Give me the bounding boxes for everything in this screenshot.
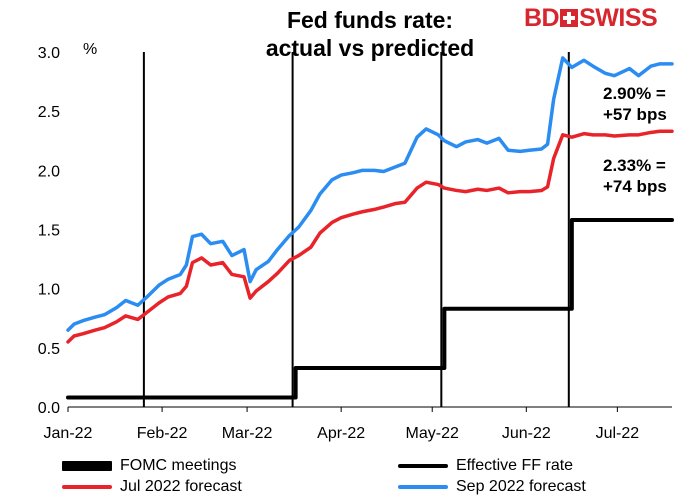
annotation-jul-line-2: +74 bps <box>603 177 667 196</box>
legend-swatch-jul <box>62 485 112 489</box>
annotation-jul-forecast: 2.33% = +74 bps <box>603 155 667 197</box>
legend-label-effective: Effective FF rate <box>456 457 574 474</box>
annotation-sep-forecast: 2.90% = +57 bps <box>603 83 667 125</box>
y-tick-label: 3.0 <box>38 45 60 62</box>
swiss-cross-icon <box>560 9 579 27</box>
x-tick-label: Jan-22 <box>44 425 93 442</box>
y-tick-label: 1.0 <box>38 282 60 299</box>
x-tick-label: Apr-22 <box>317 425 365 442</box>
chart-plot: 0.0 0.5 1.0 1.5 2.0 2.5 3.0 % Jan-22 Feb-22 Mar-22… <box>38 41 674 442</box>
annotation-sep-line-1: 2.90% = <box>603 84 666 103</box>
x-tick-label: Feb-22 <box>137 425 188 442</box>
series-line-jul-2022-forecast <box>66 129 674 344</box>
chart-title: Fed funds rate: actual vs predicted <box>225 6 515 62</box>
legend-swatch-fomc <box>62 461 112 471</box>
x-tick-label: Jul-22 <box>596 425 640 442</box>
series-line-effective-ff-rate <box>66 218 674 400</box>
legend-label-sep: Sep 2022 forecast <box>456 478 586 495</box>
y-tick-label: 0.0 <box>38 400 60 417</box>
y-axis-unit: % <box>83 41 97 58</box>
series-line-sep-2022-forecast <box>66 56 674 332</box>
x-tick-label: May-22 <box>406 425 459 442</box>
y-tick-label: 1.5 <box>38 223 60 240</box>
legend-swatch-sep <box>398 485 448 489</box>
y-tick-label: 2.5 <box>38 104 60 121</box>
annotation-sep-line-2: +57 bps <box>603 105 667 124</box>
chart-legend: FOMC meetings Effective FF rate Jul 2022… <box>0 452 699 499</box>
y-tick-label: 0.5 <box>38 341 60 358</box>
chart-title-line-1: Fed funds rate: <box>286 7 454 33</box>
logo-text-bd: BD <box>524 4 560 32</box>
logo-text-swiss: SWISS <box>579 4 658 32</box>
x-tick-label: Mar-22 <box>222 425 273 442</box>
legend-swatch-effective <box>398 464 448 468</box>
annotation-jul-line-1: 2.33% = <box>603 156 666 175</box>
brand-logo: BD SWISS <box>524 4 658 33</box>
legend-label-jul: Jul 2022 forecast <box>120 478 242 495</box>
legend-label-fomc: FOMC meetings <box>120 457 237 474</box>
x-tick-label: Jun-22 <box>502 425 551 442</box>
chart-title-line-2: actual vs predicted <box>265 35 475 61</box>
y-tick-label: 2.0 <box>38 163 60 180</box>
